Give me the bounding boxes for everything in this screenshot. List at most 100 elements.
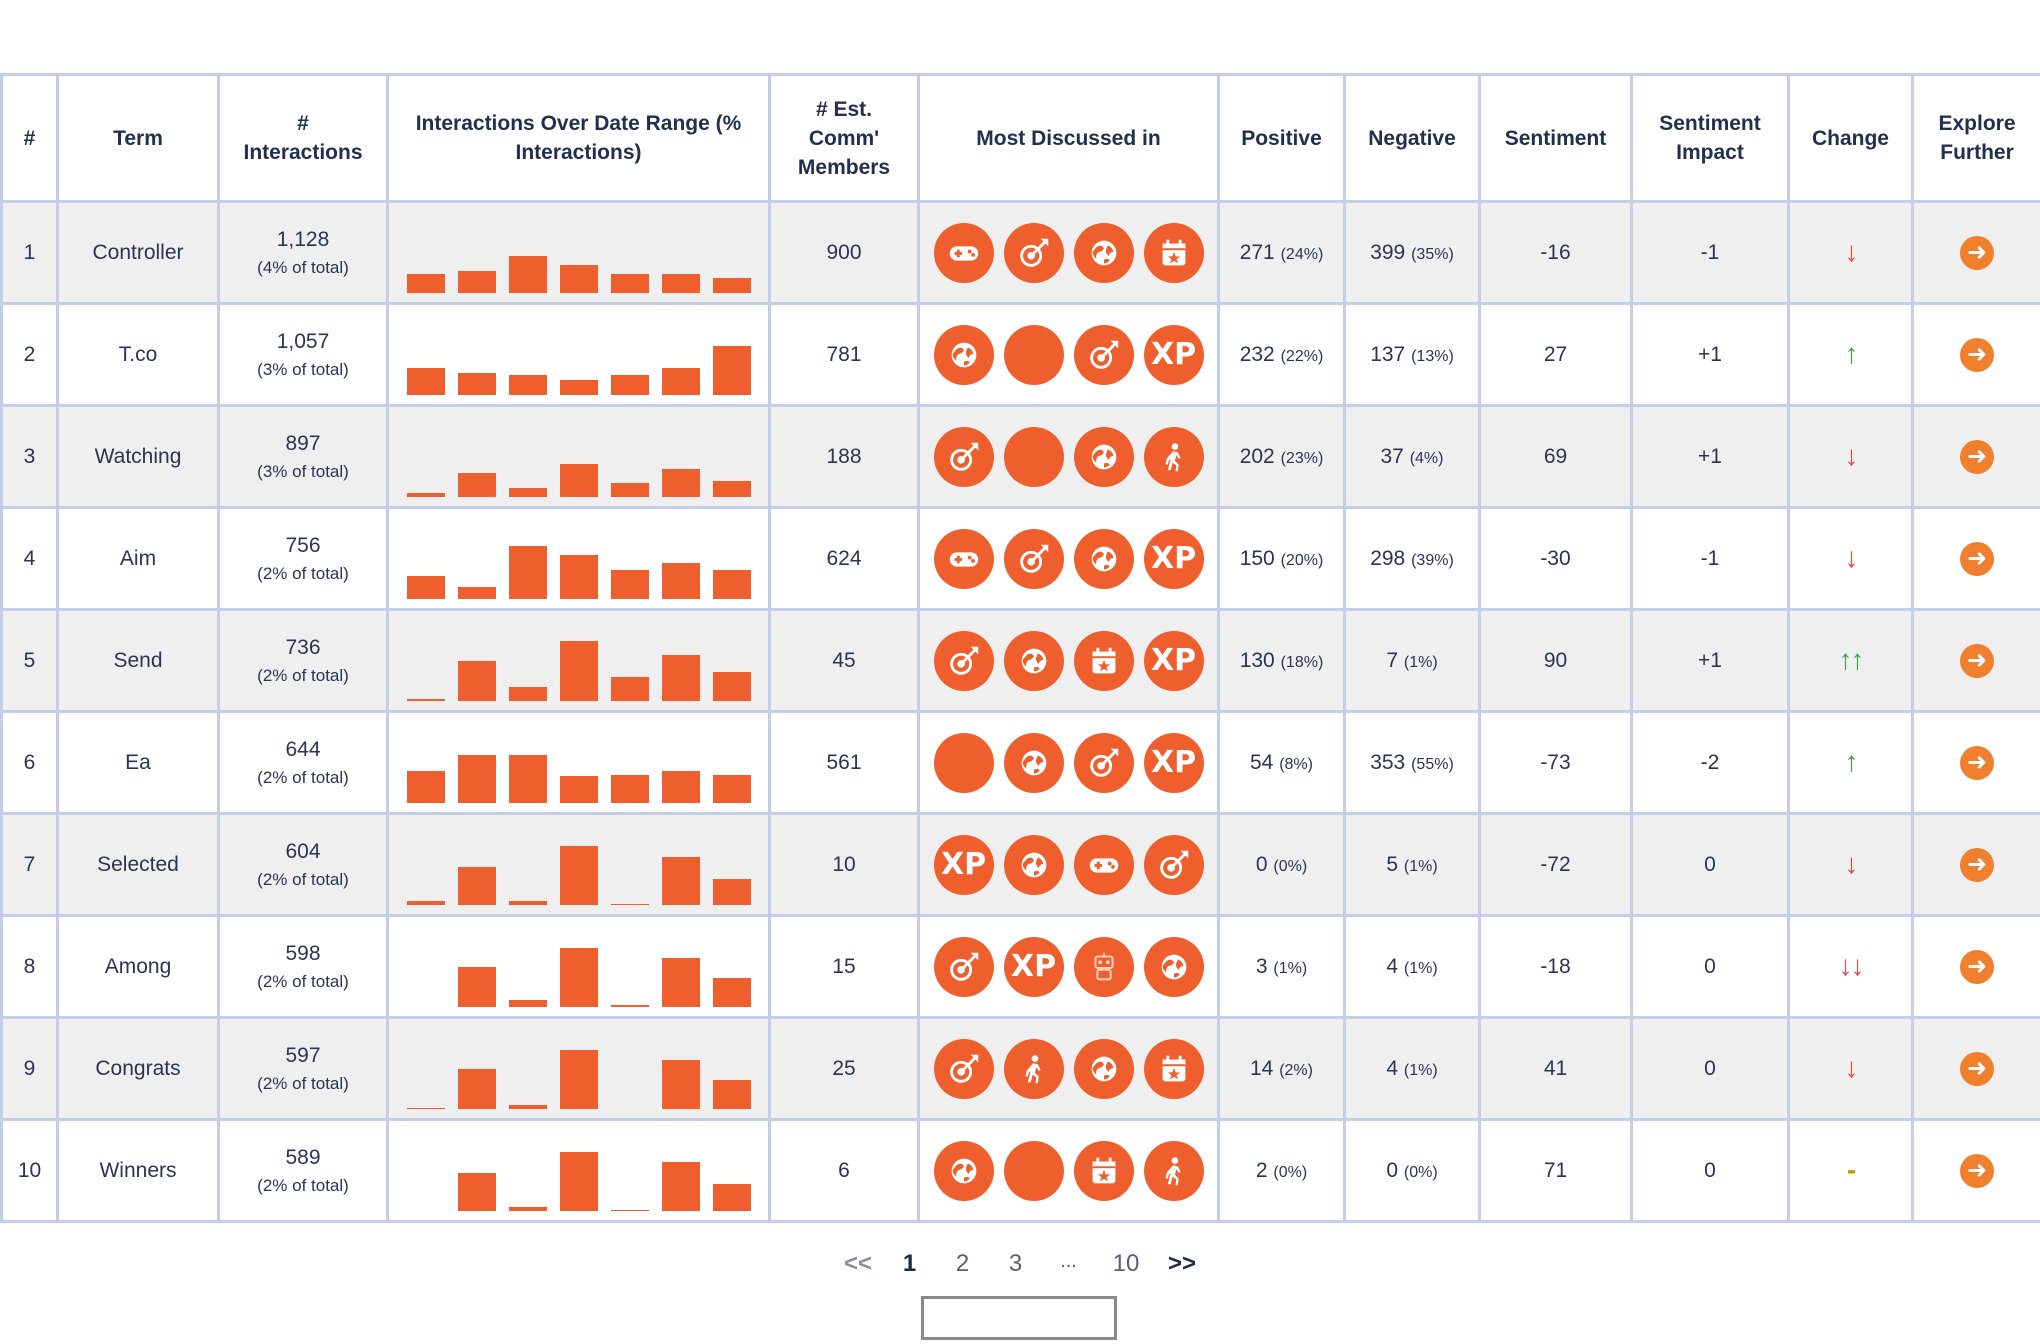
col-impact-header[interactable]: Sentiment Impact [1630,73,1790,203]
col-sentiment-header[interactable]: Sentiment [1478,73,1633,203]
term-cell[interactable]: Ea [56,710,220,815]
term-cell[interactable]: Controller [56,200,220,305]
table-row[interactable]: 9 Congrats 597 (2% of total) 25 14 (2%) 4 (1%)… [0,1016,2040,1121]
col-interactions-header[interactable]: # Interactions [217,73,389,203]
explore-arrow-button[interactable]: ➜ [1960,541,1994,576]
page-button-10[interactable]: 10 [1112,1250,1140,1277]
explore-arrow-button[interactable]: ➜ [1960,745,1994,780]
page-jump-input[interactable] [921,1296,1117,1340]
explore-arrow-button[interactable]: ➜ [1960,847,1994,882]
table-row[interactable]: 7 Selected 604 (2% of total) 10 XP 0 (0%) 5 (1%… [0,812,2040,917]
xp-icon[interactable]: XP [1143,732,1204,793]
table-row[interactable]: 3 Watching 897 (3% of total) 188 202 (23%) 37 … [0,404,2040,509]
globe-icon[interactable] [1003,834,1064,895]
globe-icon[interactable] [1003,732,1064,793]
globe-icon[interactable] [1143,936,1204,997]
globe-icon[interactable] [933,324,994,385]
term-cell[interactable]: Winners [56,1118,220,1223]
col-change-header[interactable]: Change [1787,73,1914,203]
explore-arrow-button[interactable]: ➜ [1960,439,1994,474]
page-button-1[interactable]: 1 [902,1250,917,1277]
globe-icon[interactable] [1073,1038,1134,1099]
table-row[interactable]: 6 Ea 644 (2% of total) 561 XP 54 (8%) 353 (55%)… [0,710,2040,815]
positive-cell: 232 (22%) [1217,302,1346,407]
table-row[interactable]: 4 Aim 756 (2% of total) 624 XP 150 (20%) 298 (3… [0,506,2040,611]
target-icon[interactable] [933,630,994,691]
col-positive-header[interactable]: Positive [1217,73,1346,203]
table-row[interactable]: 5 Send 736 (2% of total) 45 XP 130 (18%) 7 (1%)… [0,608,2040,713]
table-row[interactable]: 2 T.co 1,057 (3% of total) 781 XP 232 (22%) 137… [0,302,2040,407]
term-cell[interactable]: T.co [56,302,220,407]
trend-cell [386,302,771,407]
walker-icon[interactable] [1003,1038,1064,1099]
explore-arrow-button[interactable]: ➜ [1960,235,1994,270]
walker-icon[interactable] [1143,426,1204,487]
col-rank-header[interactable]: # [0,73,59,203]
calendar-icon[interactable] [1073,630,1134,691]
change-arrow-icon: - [1846,1154,1856,1185]
globe-icon[interactable] [1073,426,1134,487]
table-row[interactable]: 10 Winners 589 (2% of total) 6 2 (0%) 0 (0%) 71… [0,1118,2040,1223]
globe-icon[interactable] [1073,222,1134,283]
col-term-header[interactable]: Term [56,73,220,203]
circle-icon[interactable] [933,732,994,793]
target-icon[interactable] [933,936,994,997]
xp-icon[interactable]: XP [1003,936,1064,997]
table-row[interactable]: 1 Controller 1,128 (4% of total) 900 271 (24%… [0,200,2040,305]
term-cell[interactable]: Among [56,914,220,1019]
rank-cell: 1 [0,200,59,305]
gamepad-icon[interactable] [1073,834,1134,895]
explore-arrow-button[interactable]: ➜ [1960,949,1994,984]
calendar-icon[interactable] [1073,1140,1134,1201]
table-row[interactable]: 8 Among 598 (2% of total) 15 XP 3 (1%) 4 (1%) -1… [0,914,2040,1019]
circle-icon[interactable] [1003,1140,1064,1201]
page-first-button[interactable]: << [843,1250,873,1277]
interactions-share: (2% of total) [257,563,349,583]
trend-bar [559,379,598,395]
col-members-header[interactable]: # Est. Comm' Members [768,73,920,203]
target-icon[interactable] [1073,732,1134,793]
col-explore-header[interactable]: Explore Further [1911,73,2040,203]
walker-icon[interactable] [1143,1140,1204,1201]
explore-cell: ➜ [1911,200,2040,305]
globe-icon[interactable] [1073,528,1134,589]
globe-icon[interactable] [1003,630,1064,691]
circle-icon[interactable] [1003,324,1064,385]
globe-icon[interactable] [933,1140,994,1201]
target-icon[interactable] [1143,834,1204,895]
trend-bar [559,554,598,599]
term-cell[interactable]: Selected [56,812,220,917]
xp-icon[interactable]: XP [1143,528,1204,589]
term-cell[interactable]: Aim [56,506,220,611]
explore-arrow-button[interactable]: ➜ [1960,1153,1994,1188]
target-icon[interactable] [933,426,994,487]
explore-arrow-button[interactable]: ➜ [1960,643,1994,678]
xp-icon[interactable]: XP [1143,324,1204,385]
gamepad-icon[interactable] [933,528,994,589]
xp-icon[interactable]: XP [1143,630,1204,691]
trend-bar [457,586,496,599]
explore-arrow-button[interactable]: ➜ [1960,337,1994,372]
page-button-3[interactable]: 3 [1008,1250,1023,1277]
col-trend-header[interactable]: Interactions Over Date Range (% Interact… [386,73,771,203]
community-icons: XP [920,630,1217,691]
community-icons: XP [920,324,1217,385]
robot-icon[interactable] [1073,936,1134,997]
target-icon[interactable] [1073,324,1134,385]
page-button-2[interactable]: 2 [955,1250,970,1277]
term-cell[interactable]: Send [56,608,220,713]
explore-arrow-button[interactable]: ➜ [1960,1051,1994,1086]
calendar-icon[interactable] [1143,1038,1204,1099]
target-icon[interactable] [933,1038,994,1099]
term-cell[interactable]: Congrats [56,1016,220,1121]
col-discussed-header[interactable]: Most Discussed in [917,73,1220,203]
target-icon[interactable] [1003,222,1064,283]
term-cell[interactable]: Watching [56,404,220,509]
gamepad-icon[interactable] [933,222,994,283]
calendar-icon[interactable] [1143,222,1204,283]
page-last-button[interactable]: >> [1167,1250,1197,1277]
target-icon[interactable] [1003,528,1064,589]
xp-icon[interactable]: XP [933,834,994,895]
col-negative-header[interactable]: Negative [1343,73,1481,203]
circle-icon[interactable] [1003,426,1064,487]
